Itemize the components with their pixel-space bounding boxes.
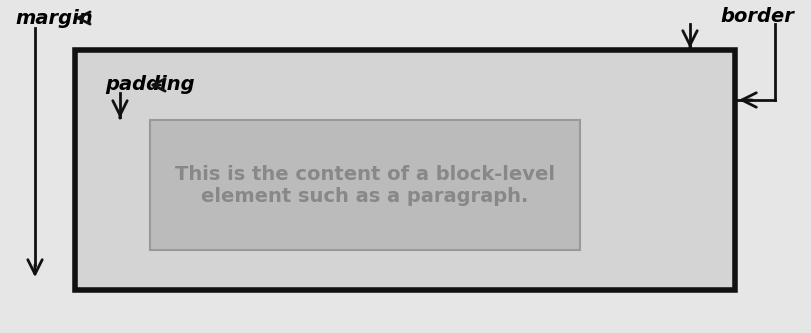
Bar	[75, 50, 734, 290]
Text: border: border	[719, 7, 793, 26]
Text: This is the content of a block-level
element such as a paragraph.: This is the content of a block-level ele…	[175, 165, 554, 205]
Text: padding: padding	[105, 76, 195, 95]
Text: margin: margin	[15, 9, 92, 28]
Bar	[150, 120, 579, 250]
